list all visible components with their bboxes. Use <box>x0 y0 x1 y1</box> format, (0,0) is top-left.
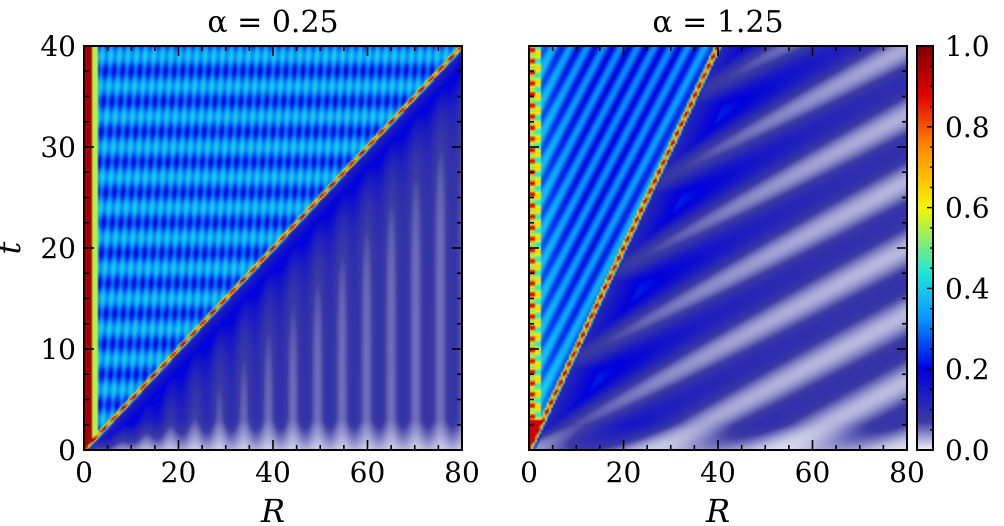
x-tick-label: 80 <box>444 456 480 489</box>
x-tick-label: 40 <box>700 456 736 489</box>
colorbar-tick-label: 0.6 <box>945 192 990 225</box>
x-tick-label: 80 <box>889 456 925 489</box>
colorbar-ticks: 0.0 0.2 0.4 0.6 0.8 1.0 <box>927 30 990 467</box>
x-tick-label: 20 <box>161 456 197 489</box>
x-tick-label: 60 <box>795 456 831 489</box>
x-axis-label-left: R <box>260 492 285 526</box>
colorbar-tick-label: 0.8 <box>945 111 990 144</box>
heatmap-image-left <box>84 46 462 450</box>
x-tick-label: 60 <box>350 456 386 489</box>
x-tick-label: 0 <box>75 456 93 489</box>
colorbar: 0.0 0.2 0.4 0.6 0.8 1.0 <box>916 30 990 467</box>
colorbar-tick-label: 1.0 <box>945 30 990 63</box>
ticks-right: 0 20 40 60 80 <box>520 45 925 489</box>
heatmap-image-right <box>529 46 907 450</box>
panel-title-right: α = 1.25 <box>652 5 783 40</box>
x-tick-label: 20 <box>606 456 642 489</box>
y-tick-label: 0 <box>58 434 76 467</box>
y-tick-label: 20 <box>40 232 76 265</box>
y-tick-label: 40 <box>40 30 76 63</box>
y-tick-label: 30 <box>40 131 76 164</box>
colorbar-tick-label: 0.0 <box>945 434 990 467</box>
panel-title-left: α = 0.25 <box>207 5 338 40</box>
y-axis-label-left: t <box>0 241 28 254</box>
y-tick-label: 10 <box>40 333 76 366</box>
ticks-left: 0 20 40 60 80 0 10 20 30 40 <box>40 30 479 489</box>
colorbar-gradient <box>917 46 933 450</box>
x-tick-label: 40 <box>255 456 291 489</box>
colorbar-tick-label: 0.4 <box>945 272 990 305</box>
x-axis-label-right: R <box>705 492 730 526</box>
heatmap-panel-alpha-0.25: α = 0.25 0 20 40 60 80 0 10 20 30 40 R t <box>0 5 480 526</box>
colorbar-tick-label: 0.2 <box>945 353 990 386</box>
x-tick-label: 0 <box>520 456 538 489</box>
heatmap-panel-alpha-1.25: α = 1.25 0 20 40 60 80 R <box>520 5 925 526</box>
